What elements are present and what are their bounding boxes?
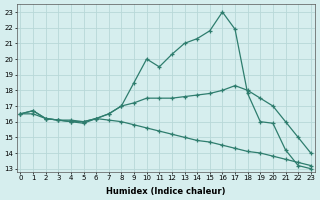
X-axis label: Humidex (Indice chaleur): Humidex (Indice chaleur) — [106, 187, 225, 196]
